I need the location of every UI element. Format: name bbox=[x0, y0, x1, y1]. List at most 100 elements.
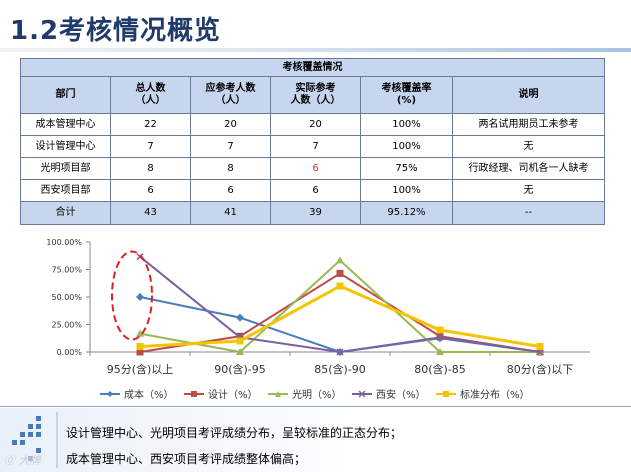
table-total-cell: -- bbox=[451, 201, 606, 225]
table-cell: 光明项目部 bbox=[20, 157, 111, 180]
series-line bbox=[139, 284, 541, 348]
legend-marker bbox=[191, 391, 197, 397]
x-tick-label: 90(含)-95 bbox=[214, 362, 266, 376]
coverage-table: 考核覆盖情况 部门 总人数 （人） 应参考人数 （人） 实际参考 人数（人） 考核覆盖率 (%)… bbox=[19, 58, 606, 225]
note-line-1: 设计管理中心、光明项目考评成绩分布，呈较标准的正态分布； bbox=[66, 426, 403, 440]
table-cell: 无 bbox=[451, 135, 606, 158]
legend-label: 光明（%） bbox=[292, 388, 342, 401]
table-header-cell: 说明 bbox=[451, 76, 606, 114]
table-header-text: 应参考人数 bbox=[205, 83, 256, 94]
data-point bbox=[436, 326, 444, 334]
table-total-cell: 43 bbox=[110, 201, 191, 225]
table-row: 光明项目部 8 8 6 75% 行政经理、司机各一人缺考 bbox=[20, 157, 606, 180]
notes-divider bbox=[56, 412, 58, 468]
legend-label: 成本（%） bbox=[124, 388, 174, 401]
data-point bbox=[136, 329, 144, 337]
table-cell: 无 bbox=[451, 179, 606, 202]
table-cell: 两名试用期员工未参考 bbox=[451, 113, 606, 136]
data-point bbox=[436, 333, 444, 341]
table-cell: 6 bbox=[110, 179, 191, 202]
table-header-text: 实际参考 bbox=[295, 83, 336, 94]
note-line-2: 成本管理中心、西安项目考评成绩整体偏高； bbox=[66, 452, 307, 466]
table-cell: 7 bbox=[190, 135, 271, 158]
notes-panel: 设计管理中心、光明项目考评成绩分布，呈较标准的正态分布； 成本管理中心、西安项目… bbox=[0, 408, 631, 472]
y-tick-label: 75.00% bbox=[51, 266, 82, 275]
data-point bbox=[336, 256, 344, 264]
y-tick-label: 100.00% bbox=[46, 238, 82, 247]
chart-svg: 0.00% 25.00% 50.00% 75.00% 100.00% 95分(含)以上 90… bbox=[46, 238, 590, 401]
table-header-text: （人） bbox=[215, 95, 246, 106]
table-cell: 8 bbox=[110, 157, 191, 180]
x-tick-label: 80分(含)以下 bbox=[507, 362, 574, 376]
score-distribution-chart: 0.00% 25.00% 50.00% 75.00% 100.00% 95分(含)以上 90… bbox=[0, 236, 631, 406]
legend-label: 西安（%） bbox=[376, 388, 426, 401]
table-cell: 6 bbox=[270, 179, 361, 202]
table-header-text: 考核覆盖率 bbox=[381, 83, 432, 94]
table-total-cell: 41 bbox=[190, 201, 271, 225]
table-cell: 设计管理中心 bbox=[20, 135, 111, 158]
legend-marker bbox=[275, 391, 281, 397]
data-point bbox=[336, 282, 344, 290]
table-caption: 考核覆盖情况 bbox=[19, 58, 606, 77]
highlight-ellipse bbox=[111, 250, 153, 341]
table-cell: 6 bbox=[190, 179, 271, 202]
table-cell: 8 bbox=[190, 157, 271, 180]
table-cell: 7 bbox=[110, 135, 191, 158]
table-total-cell: 95.12% bbox=[360, 201, 453, 225]
table-total-row: 合计 43 41 39 95.12% -- bbox=[20, 201, 606, 225]
x-tick-label: 80(含)-85 bbox=[414, 362, 466, 376]
table-total-cell: 合计 bbox=[20, 201, 111, 225]
table-cell: 西安项目部 bbox=[20, 179, 111, 202]
y-tick-label: 0.00% bbox=[57, 348, 83, 357]
table-cell: 20 bbox=[190, 113, 271, 136]
table-total-cell: 39 bbox=[270, 201, 361, 225]
decorative-dots-icon bbox=[6, 414, 50, 462]
legend-label: 标准分布（%） bbox=[460, 389, 530, 401]
title-divider bbox=[0, 48, 631, 52]
data-point bbox=[336, 348, 344, 356]
legend-marker bbox=[443, 391, 449, 397]
table-cell: 6 bbox=[270, 157, 361, 180]
table-header-cell: 部门 bbox=[20, 76, 111, 114]
legend-marker bbox=[107, 391, 113, 397]
table-cell: 100% bbox=[360, 113, 453, 136]
table-header-text: 总人数 bbox=[135, 83, 166, 94]
page-title: 1.2考核情况概览 bbox=[10, 16, 222, 46]
table-header-text: (%) bbox=[396, 95, 417, 106]
table-header-text: 部门 bbox=[55, 89, 76, 100]
table-row: 成本管理中心 22 20 20 100% 两名试用期员工未参考 bbox=[20, 113, 606, 136]
data-point bbox=[136, 293, 144, 301]
table-cell: 成本管理中心 bbox=[20, 113, 111, 136]
table-header-text: （人） bbox=[135, 95, 166, 106]
legend-label: 设计（%） bbox=[208, 388, 258, 401]
table-cell: 100% bbox=[360, 179, 453, 202]
table-cell: 22 bbox=[110, 113, 191, 136]
data-point bbox=[236, 313, 244, 322]
table-row: 设计管理中心 7 7 7 100% 无 bbox=[20, 135, 606, 158]
y-tick-label: 25.00% bbox=[51, 321, 82, 330]
table-cell: 20 bbox=[270, 113, 361, 136]
table-cell: 100% bbox=[360, 135, 453, 158]
data-point bbox=[336, 269, 344, 277]
table-cell: 7 bbox=[270, 135, 361, 158]
x-tick-label: 85(含)-90 bbox=[314, 362, 366, 376]
data-point bbox=[136, 343, 144, 350]
data-point bbox=[436, 348, 444, 355]
data-point bbox=[236, 337, 244, 345]
table-header-cell: 总人数 （人） bbox=[110, 76, 191, 114]
y-tick-label: 50.00% bbox=[51, 293, 82, 302]
table-header-cell: 实际参考 人数（人） bbox=[270, 76, 361, 114]
table-cell: 75% bbox=[360, 157, 453, 180]
table-header-cell: 考核覆盖率 (%) bbox=[360, 76, 453, 114]
table-header-text: 说明 bbox=[518, 89, 539, 100]
data-point bbox=[236, 348, 244, 355]
table-row: 西安项目部 6 6 6 100% 无 bbox=[20, 179, 606, 202]
watermark-logo: ⓪ 大牌 bbox=[4, 454, 41, 467]
data-point bbox=[136, 348, 144, 356]
table-header-text: 人数（人） bbox=[290, 95, 341, 106]
x-tick-label: 95分(含)以上 bbox=[107, 362, 174, 376]
data-point bbox=[536, 343, 544, 350]
table-header-cell: 应参考人数 （人） bbox=[190, 76, 271, 114]
section-divider bbox=[0, 406, 631, 407]
table-cell: 行政经理、司机各一人缺考 bbox=[451, 157, 606, 180]
